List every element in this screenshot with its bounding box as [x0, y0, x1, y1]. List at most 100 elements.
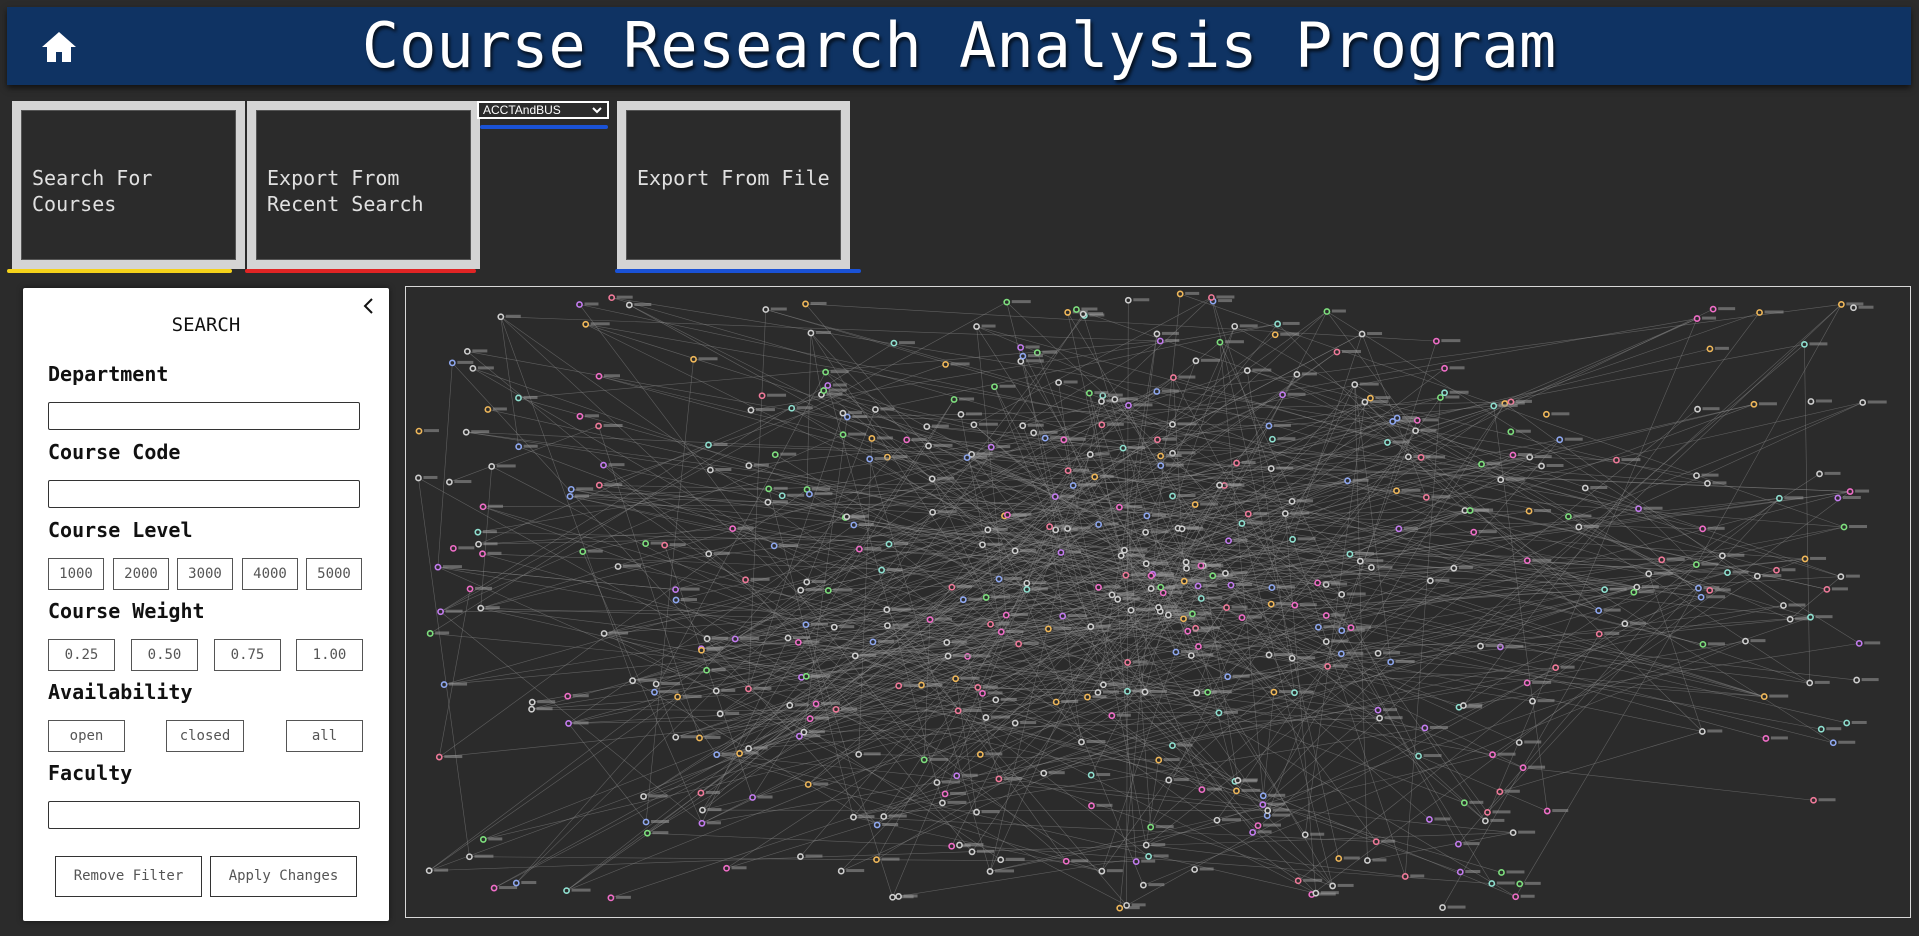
graph-node[interactable]: [880, 813, 888, 820]
course-network-graph[interactable]: [405, 286, 1911, 918]
graph-node[interactable]: [802, 621, 810, 629]
graph-node[interactable]: [479, 836, 487, 843]
graph-node[interactable]: [926, 616, 934, 624]
graph-node[interactable]: [1156, 337, 1164, 345]
graph-node[interactable]: [462, 428, 470, 436]
graph-node[interactable]: [1142, 528, 1150, 536]
graph-node[interactable]: [956, 841, 963, 849]
graph-node[interactable]: [1073, 306, 1080, 313]
graph-node[interactable]: [1098, 397, 1105, 405]
graph-node[interactable]: [1498, 869, 1505, 876]
graph-node[interactable]: [1633, 583, 1641, 591]
graph-node[interactable]: [804, 781, 812, 788]
graph-node[interactable]: [1274, 320, 1282, 328]
graph-node[interactable]: [1376, 714, 1383, 722]
graph-node[interactable]: [1208, 294, 1215, 301]
graph-node[interactable]: [1209, 572, 1217, 580]
graph-node[interactable]: [997, 856, 1005, 864]
graph-node[interactable]: [1630, 588, 1638, 596]
graph-node[interactable]: [778, 492, 786, 500]
graph-node[interactable]: [1450, 564, 1458, 572]
graph-node[interactable]: [1322, 612, 1330, 619]
graph-node[interactable]: [1658, 556, 1666, 564]
graph-node[interactable]: [474, 528, 482, 536]
graph-node[interactable]: [1040, 769, 1048, 777]
graph-node[interactable]: [806, 715, 814, 723]
graph-node[interactable]: [1254, 822, 1262, 829]
graph-node[interactable]: [1099, 681, 1107, 689]
graph-node[interactable]: [1095, 521, 1102, 528]
graph-node[interactable]: [515, 443, 523, 451]
graph-node[interactable]: [706, 466, 714, 474]
graph-node[interactable]: [1601, 586, 1609, 594]
graph-node[interactable]: [851, 652, 859, 660]
graph-node[interactable]: [698, 646, 705, 654]
home-icon[interactable]: [35, 27, 83, 67]
graph-node[interactable]: [943, 639, 951, 646]
graph-node[interactable]: [1837, 301, 1845, 308]
graph-node[interactable]: [1114, 595, 1122, 603]
graph-node[interactable]: [643, 829, 651, 837]
graph-node[interactable]: [1507, 428, 1515, 436]
graph-node[interactable]: [576, 301, 583, 308]
graph-node[interactable]: [1023, 586, 1031, 593]
graph-node[interactable]: [437, 608, 444, 616]
availability-closed-button[interactable]: closed: [166, 720, 244, 752]
graph-node[interactable]: [1515, 739, 1523, 746]
graph-node[interactable]: [1062, 857, 1070, 865]
graph-node[interactable]: [855, 750, 863, 758]
graph-node[interactable]: [855, 545, 863, 553]
graph-node[interactable]: [497, 313, 505, 321]
graph-node[interactable]: [1108, 712, 1116, 720]
graph-node[interactable]: [1169, 374, 1177, 381]
graph-node[interactable]: [642, 540, 650, 547]
graph-node[interactable]: [699, 806, 706, 814]
graph-node[interactable]: [1223, 604, 1230, 611]
graph-node[interactable]: [1426, 816, 1433, 823]
graph-node[interactable]: [723, 864, 730, 872]
graph-node[interactable]: [843, 513, 851, 521]
graph-node[interactable]: [1441, 389, 1448, 397]
graph-node[interactable]: [1834, 494, 1842, 502]
graph-node[interactable]: [1215, 709, 1223, 717]
graph-node[interactable]: [1078, 738, 1085, 746]
graph-node[interactable]: [488, 463, 496, 470]
graph-node[interactable]: [1189, 610, 1196, 618]
graph-node[interactable]: [1801, 340, 1808, 348]
graph-node[interactable]: [795, 732, 803, 740]
graph-node[interactable]: [1111, 396, 1119, 403]
graph-node[interactable]: [1154, 436, 1161, 444]
graph-node[interactable]: [1697, 593, 1705, 601]
graph-node[interactable]: [1115, 503, 1123, 511]
graph-node[interactable]: [786, 701, 794, 709]
graph-node[interactable]: [1265, 651, 1273, 659]
level-5000-button[interactable]: 5000: [306, 558, 362, 590]
graph-node[interactable]: [1552, 664, 1560, 672]
graph-node[interactable]: [672, 596, 680, 604]
graph-node[interactable]: [883, 606, 891, 614]
graph-node[interactable]: [957, 410, 965, 418]
graph-node[interactable]: [1756, 309, 1763, 316]
graph-node[interactable]: [1338, 627, 1346, 634]
graph-node[interactable]: [868, 435, 876, 442]
graph-node[interactable]: [762, 306, 770, 313]
graph-node[interactable]: [1088, 802, 1095, 810]
graph-node[interactable]: [1055, 379, 1062, 386]
graph-node[interactable]: [824, 382, 832, 389]
graph-node[interactable]: [895, 893, 902, 900]
graph-node[interactable]: [1337, 650, 1345, 658]
weight-100-button[interactable]: 1.00: [296, 639, 363, 671]
graph-node[interactable]: [770, 542, 778, 550]
graph-node[interactable]: [869, 638, 877, 646]
graph-node[interactable]: [1850, 304, 1857, 312]
graph-node[interactable]: [1635, 505, 1642, 513]
graph-node[interactable]: [920, 756, 928, 764]
graph-node[interactable]: [563, 887, 570, 895]
graph-node[interactable]: [895, 682, 903, 690]
graph-node[interactable]: [1329, 882, 1337, 890]
graph-node[interactable]: [992, 696, 1000, 704]
graph-node[interactable]: [745, 685, 752, 693]
graph-node[interactable]: [434, 563, 442, 571]
graph-node[interactable]: [824, 587, 832, 594]
graph-node[interactable]: [1145, 852, 1152, 860]
